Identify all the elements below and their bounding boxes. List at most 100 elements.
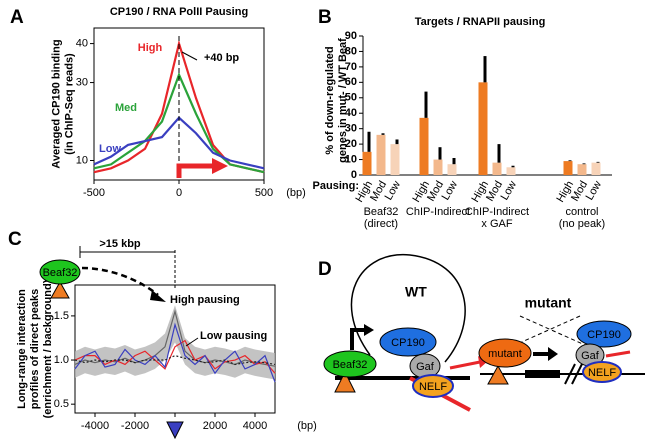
node-label: mutant xyxy=(488,348,522,360)
y-axis-label: profiles of direct peaks xyxy=(29,289,41,409)
annotation: Low pausing xyxy=(200,330,267,342)
group-label: (no peak) xyxy=(559,218,605,230)
node-label: NELF xyxy=(419,381,447,393)
panel-label: A xyxy=(10,7,24,28)
annotation: >15 kbp xyxy=(99,238,141,250)
beaf-site xyxy=(334,370,356,393)
x-tick-label: -500 xyxy=(83,187,105,199)
contact-arrow-head xyxy=(150,290,166,302)
y-axis-label: (enrichment / background) xyxy=(42,279,54,418)
panel-label: C xyxy=(8,229,22,250)
chart-title: CP190 / RNA PolII Pausing xyxy=(110,6,248,18)
legend-label: High xyxy=(138,42,163,54)
y-tick-label: 80 xyxy=(345,45,357,57)
y-tick-label: 20 xyxy=(345,138,357,150)
group-label: control xyxy=(565,206,598,218)
legend-label: Med xyxy=(115,102,137,114)
bar xyxy=(390,144,400,175)
y-tick-label: 10 xyxy=(76,154,88,166)
x-axis-label: (bp) xyxy=(286,187,306,199)
y-tick-label: 10 xyxy=(345,153,357,165)
node xyxy=(582,361,622,383)
node xyxy=(379,327,437,357)
node xyxy=(576,320,632,348)
y-tick-label: 40 xyxy=(76,37,88,49)
y-tick-label: 60 xyxy=(345,76,357,88)
legend-label: Low xyxy=(99,143,121,155)
x-tick-label: Low xyxy=(584,179,605,203)
y-tick-label: 90 xyxy=(345,30,357,42)
y-tick-label: 0.5 xyxy=(54,398,69,410)
node-label: Beaf32 xyxy=(333,359,368,371)
series-line xyxy=(93,71,265,174)
dna-break xyxy=(564,363,583,385)
dna-block xyxy=(525,370,560,378)
node xyxy=(412,374,454,398)
y-axis-label: Averaged CP190 binding xyxy=(50,39,62,168)
annotation-pointer xyxy=(181,51,198,61)
y-tick-label: 30 xyxy=(345,123,357,135)
beaf-site xyxy=(487,364,509,385)
x-tick-label: 0 xyxy=(176,187,182,199)
x-tick-label: 4000 xyxy=(243,420,267,432)
panel-label: D xyxy=(318,259,332,280)
pausing-arrow xyxy=(605,350,631,358)
node-label: Gaf xyxy=(581,350,600,362)
y-tick-label: 70 xyxy=(345,61,357,73)
chart-title: Targets / RNAPII pausing xyxy=(415,16,546,28)
y-tick-label: 0 xyxy=(351,169,357,181)
bar xyxy=(447,164,457,175)
bar xyxy=(577,164,587,175)
group-label: x GAF xyxy=(481,218,512,230)
cross-arrows xyxy=(514,315,586,346)
y-axis-label: Long-range interaction xyxy=(16,289,28,409)
x-axis-label: Pausing: xyxy=(313,180,359,192)
chromatin-loop xyxy=(350,254,466,363)
bar xyxy=(563,161,573,175)
node-label: CP190 xyxy=(391,337,425,349)
annotation-pointer xyxy=(185,337,199,347)
beaf-node xyxy=(39,259,81,285)
node xyxy=(478,338,532,368)
series-line xyxy=(74,339,276,374)
panel-d: D WT Beaf32 CP190 Gaf NELF mutant mutant… xyxy=(318,254,645,412)
annotation: +40 bp xyxy=(204,52,239,64)
y-axis-label: % of down-regulated xyxy=(324,46,336,154)
x-tick-label: Low xyxy=(383,179,404,203)
tss-arrow-head xyxy=(548,347,558,361)
y-tick-label: 40 xyxy=(345,107,357,119)
node xyxy=(323,350,377,378)
series-line xyxy=(74,322,276,383)
bar xyxy=(433,159,443,175)
pausing-arrow-head xyxy=(478,356,488,368)
node-label: NELF xyxy=(588,367,616,379)
locus-marker xyxy=(166,421,184,440)
bar xyxy=(506,167,516,175)
series-line xyxy=(74,309,276,367)
tss-arrow-head xyxy=(212,158,228,174)
annotation: Beaf32 xyxy=(43,267,78,279)
mutant-label: mutant xyxy=(525,295,572,311)
wt-label: WT xyxy=(405,284,427,300)
x-tick-label: Low xyxy=(440,179,461,203)
group-label: (direct) xyxy=(364,218,398,230)
group-label: ChIP-Indirect xyxy=(465,206,529,218)
beaf-site xyxy=(50,280,70,299)
y-tick-label: 30 xyxy=(76,76,88,88)
x-tick-label: Low xyxy=(499,179,520,203)
x-tick-label: -4000 xyxy=(81,420,109,432)
bar xyxy=(492,162,502,175)
y-tick-label: 1.5 xyxy=(54,310,69,322)
y-tick-label: 1.0 xyxy=(54,354,69,366)
y-axis-label: (in ChIP-Seq reads) xyxy=(63,53,75,155)
bar xyxy=(478,82,488,175)
y-axis-label: genes in mut- / WT Beaf xyxy=(337,38,349,163)
annotation: High pausing xyxy=(170,294,240,306)
x-tick-label: 500 xyxy=(255,187,273,199)
bar xyxy=(376,134,386,175)
bar xyxy=(591,162,601,175)
contact-arrow xyxy=(81,266,159,296)
x-axis-label: (bp) xyxy=(297,420,317,432)
tss-arrow-head xyxy=(364,324,374,336)
